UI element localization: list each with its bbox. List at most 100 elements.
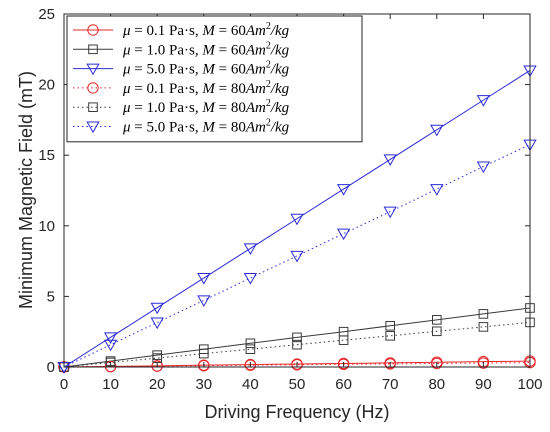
legend-m-unit: Am bbox=[245, 120, 266, 136]
legend-entry: μ = 0.1 Pa·s, M = 60Am2/kg bbox=[73, 21, 290, 39]
legend-m-value: 80 bbox=[231, 100, 246, 116]
legend-mu-value: 1.0 bbox=[147, 100, 166, 116]
legend-equals: = bbox=[131, 120, 147, 136]
legend-equals: = bbox=[215, 23, 231, 39]
legend-mu-value: 0.1 bbox=[147, 23, 166, 39]
legend-equals: = bbox=[131, 62, 147, 78]
legend-label: μ = 1.0 Pa·s, M = 60Am2/kg bbox=[122, 40, 290, 58]
data-point bbox=[199, 348, 209, 359]
legend-exponent: 2 bbox=[266, 40, 271, 51]
data-point bbox=[385, 330, 395, 341]
y-tick-label: 25 bbox=[38, 6, 55, 23]
y-axis-label: Minimum Magnetic Field (mT) bbox=[16, 71, 36, 309]
x-tick-label: 30 bbox=[195, 376, 212, 393]
data-point bbox=[478, 309, 489, 319]
legend-mu-symbol: μ bbox=[122, 81, 131, 97]
data-point bbox=[383, 206, 397, 219]
legend-m-symbol: M bbox=[201, 120, 216, 136]
data-point bbox=[292, 332, 302, 343]
y-tick-label: 15 bbox=[38, 147, 55, 164]
data-point bbox=[477, 357, 490, 369]
legend-label: μ = 0.1 Pa·s, M = 60Am2/kg bbox=[122, 21, 290, 39]
x-tick-label: 100 bbox=[517, 376, 542, 393]
legend-unit: Pa·s, bbox=[165, 62, 202, 78]
data-point bbox=[103, 339, 118, 352]
series-line bbox=[63, 144, 531, 368]
legend-per-kg: /kg bbox=[270, 81, 290, 97]
legend-marker bbox=[86, 63, 100, 76]
legend-equals: = bbox=[215, 81, 231, 97]
data-point bbox=[151, 360, 163, 372]
legend-mu-symbol: μ bbox=[122, 100, 131, 116]
data-point bbox=[103, 332, 118, 344]
data-point bbox=[385, 320, 395, 331]
data-point bbox=[337, 358, 350, 371]
data-point bbox=[244, 359, 257, 371]
y-tick-label: 0 bbox=[47, 359, 55, 376]
data-point bbox=[150, 302, 164, 315]
legend-exponent: 2 bbox=[266, 98, 271, 109]
legend-equals: = bbox=[131, 42, 147, 58]
legend-per-kg: /kg bbox=[270, 42, 290, 58]
legend-m-symbol: M bbox=[201, 23, 216, 39]
data-point bbox=[336, 184, 351, 196]
data-point bbox=[243, 273, 258, 285]
legend-exponent: 2 bbox=[266, 79, 271, 90]
legend-equals: = bbox=[215, 120, 231, 136]
x-tick-label: 70 bbox=[382, 376, 399, 393]
legend-per-kg: /kg bbox=[270, 23, 290, 39]
legend-unit: Pa·s, bbox=[165, 120, 202, 136]
legend-per-kg: /kg bbox=[270, 100, 290, 116]
x-tick-label: 40 bbox=[242, 376, 259, 393]
legend-equals: = bbox=[131, 81, 147, 97]
data-point bbox=[431, 357, 443, 370]
data-point bbox=[197, 295, 211, 307]
legend-mu-symbol: μ bbox=[122, 62, 131, 78]
legend-marker bbox=[86, 121, 100, 134]
series-line bbox=[63, 70, 531, 368]
legend-equals: = bbox=[131, 23, 147, 39]
legend-label: μ = 1.0 Pa·s, M = 80Am2/kg bbox=[122, 98, 290, 116]
data-point bbox=[291, 359, 303, 371]
legend-m-symbol: M bbox=[201, 42, 216, 58]
legend-m-value: 60 bbox=[231, 42, 246, 58]
legend-exponent: 2 bbox=[266, 21, 271, 32]
data-point bbox=[430, 184, 444, 196]
data-point bbox=[197, 273, 211, 285]
legend-per-kg: /kg bbox=[270, 120, 290, 136]
legend-equals: = bbox=[215, 42, 231, 58]
legend-mu-value: 0.1 bbox=[147, 81, 166, 97]
data-point bbox=[198, 360, 210, 372]
legend: μ = 0.1 Pa·s, M = 60Am2/kgμ = 1.0 Pa·s, … bbox=[66, 15, 363, 143]
data-point bbox=[432, 315, 442, 325]
legend-entry: μ = 0.1 Pa·s, M = 80Am2/kg bbox=[73, 79, 290, 97]
data-point bbox=[245, 344, 256, 355]
legend-mu-value: 1.0 bbox=[147, 42, 166, 58]
legend-m-symbol: M bbox=[201, 81, 216, 97]
legend-m-value: 60 bbox=[231, 23, 246, 39]
legend-marker bbox=[87, 82, 99, 94]
legend-m-symbol: M bbox=[201, 62, 216, 78]
legend-m-unit: Am bbox=[245, 62, 266, 78]
y-tick-label: 10 bbox=[38, 218, 55, 235]
legend-unit: Pa·s, bbox=[165, 81, 202, 97]
series-layer bbox=[57, 65, 537, 374]
legend-label: μ = 0.1 Pa·s, M = 80Am2/kg bbox=[122, 79, 290, 97]
legend-marker bbox=[88, 44, 98, 55]
data-point bbox=[338, 335, 349, 345]
legend-label: μ = 5.0 Pa·s, M = 80Am2/kg bbox=[122, 118, 290, 136]
legend-equals: = bbox=[215, 100, 231, 116]
data-point bbox=[476, 95, 491, 107]
legend-m-unit: Am bbox=[245, 42, 266, 58]
legend-entry: μ = 1.0 Pa·s, M = 60Am2/kg bbox=[73, 40, 290, 58]
legend-mu-value: 5.0 bbox=[147, 62, 166, 78]
data-point bbox=[336, 228, 351, 241]
legend-entry: μ = 5.0 Pa·s, M = 80Am2/kg bbox=[73, 118, 290, 136]
legend-equals: = bbox=[215, 62, 231, 78]
data-point bbox=[290, 213, 304, 226]
series-line bbox=[63, 307, 531, 368]
series-3 bbox=[57, 65, 537, 374]
legend-label: μ = 5.0 Pa·s, M = 60Am2/kg bbox=[122, 60, 290, 78]
x-tick-label: 0 bbox=[60, 376, 68, 393]
